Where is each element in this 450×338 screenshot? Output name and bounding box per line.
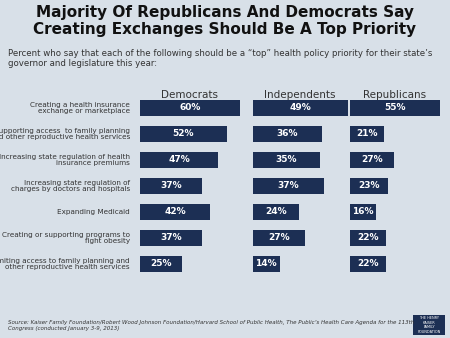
Text: Republicans: Republicans (364, 90, 427, 100)
FancyBboxPatch shape (140, 152, 218, 168)
Text: Creating a health insurance
exchange or marketplace: Creating a health insurance exchange or … (30, 101, 130, 115)
Text: 27%: 27% (361, 155, 383, 165)
FancyBboxPatch shape (252, 100, 347, 116)
Text: 27%: 27% (268, 234, 289, 242)
Text: 23%: 23% (358, 182, 379, 191)
Text: Democrats: Democrats (162, 90, 219, 100)
Text: 52%: 52% (173, 129, 194, 139)
Text: 25%: 25% (150, 260, 171, 268)
Text: 22%: 22% (357, 260, 379, 268)
FancyBboxPatch shape (140, 256, 182, 272)
Text: 16%: 16% (352, 208, 374, 217)
FancyBboxPatch shape (350, 126, 384, 142)
Text: Expanding Medicaid: Expanding Medicaid (57, 209, 130, 215)
Text: 21%: 21% (356, 129, 378, 139)
FancyBboxPatch shape (350, 100, 440, 116)
FancyBboxPatch shape (350, 178, 387, 194)
Text: 60%: 60% (179, 103, 201, 113)
Text: 24%: 24% (265, 208, 287, 217)
FancyBboxPatch shape (413, 315, 445, 335)
FancyBboxPatch shape (350, 256, 386, 272)
FancyBboxPatch shape (140, 126, 227, 142)
FancyBboxPatch shape (350, 152, 394, 168)
FancyBboxPatch shape (252, 152, 320, 168)
Text: 37%: 37% (278, 182, 299, 191)
Text: Source: Kaiser Family Foundation/Robert Wood Johnson Foundation/Harvard School o: Source: Kaiser Family Foundation/Robert … (8, 320, 414, 331)
FancyBboxPatch shape (140, 178, 202, 194)
Text: THE HENRY
KAISER
FAMILY
FOUNDATION: THE HENRY KAISER FAMILY FOUNDATION (418, 316, 441, 334)
FancyBboxPatch shape (252, 126, 322, 142)
Text: 55%: 55% (384, 103, 406, 113)
Text: 37%: 37% (160, 182, 182, 191)
Text: 37%: 37% (160, 234, 182, 242)
Text: Supporting access  to family planning
and other reproductive health services: Supporting access to family planning and… (0, 127, 130, 141)
Text: 22%: 22% (357, 234, 379, 242)
FancyBboxPatch shape (252, 230, 305, 246)
FancyBboxPatch shape (252, 178, 324, 194)
Text: 14%: 14% (255, 260, 277, 268)
Text: 35%: 35% (276, 155, 297, 165)
Text: 47%: 47% (168, 155, 190, 165)
Text: Increasing state regulation of
charges by doctors and hospitals: Increasing state regulation of charges b… (11, 179, 130, 193)
Text: 42%: 42% (164, 208, 186, 217)
Text: Independents: Independents (264, 90, 336, 100)
FancyBboxPatch shape (140, 204, 210, 220)
FancyBboxPatch shape (140, 100, 240, 116)
Text: Increasing state regulation of health
insurance premiums: Increasing state regulation of health in… (0, 153, 130, 167)
Text: 49%: 49% (289, 103, 311, 113)
Text: Percent who say that each of the following should be a “top” health policy prior: Percent who say that each of the followi… (8, 49, 432, 68)
Text: Limiting access to family planning and
other reproductive health services: Limiting access to family planning and o… (0, 258, 130, 270)
FancyBboxPatch shape (252, 204, 299, 220)
Text: Creating or supporting programs to
fight obesity: Creating or supporting programs to fight… (2, 232, 130, 244)
FancyBboxPatch shape (252, 256, 279, 272)
Text: Majority Of Republicans And Democrats Say
Creating Exchanges Should Be A Top Pri: Majority Of Republicans And Democrats Sa… (33, 5, 417, 38)
Text: 36%: 36% (277, 129, 298, 139)
FancyBboxPatch shape (350, 230, 386, 246)
FancyBboxPatch shape (140, 230, 202, 246)
FancyBboxPatch shape (350, 204, 376, 220)
